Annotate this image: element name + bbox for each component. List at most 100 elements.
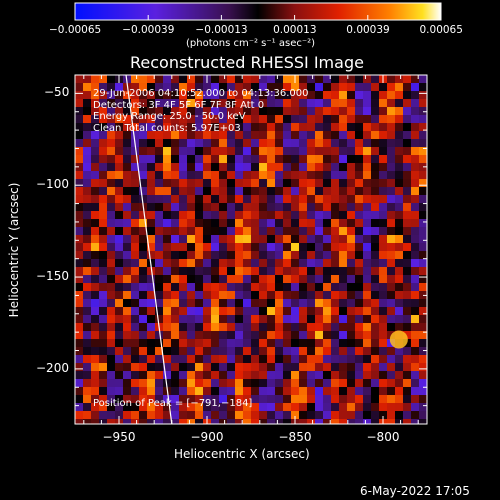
heatmap-cell	[203, 187, 211, 195]
heatmap-cell	[331, 283, 339, 291]
heatmap-cell	[403, 283, 411, 291]
heatmap-cell	[123, 187, 131, 195]
heatmap-cell	[171, 99, 179, 107]
heatmap-cell	[235, 411, 243, 419]
heatmap-cell	[419, 235, 427, 243]
heatmap-cell	[283, 227, 291, 235]
heatmap-cell	[179, 403, 187, 411]
heatmap-cell	[147, 211, 155, 219]
heatmap-cell	[267, 83, 275, 91]
heatmap-cell	[179, 299, 187, 307]
heatmap-cell	[131, 187, 139, 195]
heatmap-cell	[283, 331, 291, 339]
heatmap-cell	[187, 171, 195, 179]
heatmap-cell	[195, 227, 203, 235]
heatmap-cell	[331, 219, 339, 227]
heatmap-cell	[387, 315, 395, 323]
heatmap-cell	[107, 379, 115, 387]
heatmap-cell	[155, 235, 163, 243]
heatmap-cell	[155, 179, 163, 187]
heatmap-cell	[75, 411, 83, 419]
heatmap-cell	[139, 395, 147, 403]
heatmap-cell	[283, 147, 291, 155]
heatmap-cell	[219, 171, 227, 179]
heatmap-cell	[275, 147, 283, 155]
heatmap-cell	[187, 307, 195, 315]
heatmap-cell	[259, 235, 267, 243]
heatmap-cell	[91, 379, 99, 387]
heatmap-cell	[211, 331, 219, 339]
heatmap-cell	[219, 235, 227, 243]
heatmap-cell	[323, 387, 331, 395]
heatmap-cell	[283, 99, 291, 107]
heatmap-cell	[259, 355, 267, 363]
heatmap-cell	[315, 403, 323, 411]
heatmap-cell	[267, 91, 275, 99]
heatmap-cell	[227, 355, 235, 363]
heatmap-cell	[323, 235, 331, 243]
heatmap-cell	[211, 171, 219, 179]
heatmap-cell	[275, 299, 283, 307]
heatmap-cell	[315, 147, 323, 155]
heatmap-cell	[419, 227, 427, 235]
heatmap-cell	[123, 307, 131, 315]
heatmap-cell	[139, 339, 147, 347]
heatmap-cell	[195, 267, 203, 275]
heatmap-cell	[315, 363, 323, 371]
heatmap-cell	[411, 323, 419, 331]
heatmap-cell	[139, 155, 147, 163]
heatmap-cell	[235, 251, 243, 259]
heatmap-cell	[371, 211, 379, 219]
heatmap-cell	[387, 283, 395, 291]
heatmap-cell	[411, 275, 419, 283]
heatmap-cell	[227, 395, 235, 403]
heatmap-cell	[363, 331, 371, 339]
heatmap-cell	[299, 227, 307, 235]
heatmap-cell	[299, 403, 307, 411]
heatmap-cell	[307, 371, 315, 379]
heatmap-cell	[355, 187, 363, 195]
heatmap-cell	[131, 147, 139, 155]
heatmap-cell	[219, 371, 227, 379]
heatmap-cell	[259, 331, 267, 339]
heatmap-cell	[315, 395, 323, 403]
heatmap-cell	[243, 75, 251, 83]
heatmap-cell	[315, 219, 323, 227]
heatmap-cell	[403, 187, 411, 195]
heatmap-cell	[235, 379, 243, 387]
heatmap-cell	[211, 147, 219, 155]
heatmap-cell	[403, 331, 411, 339]
heatmap-cell	[267, 131, 275, 139]
heatmap-cell	[283, 363, 291, 371]
heatmap-cell	[419, 171, 427, 179]
heatmap-cell	[83, 219, 91, 227]
heatmap-cell	[235, 147, 243, 155]
heatmap-cell	[403, 363, 411, 371]
heatmap-cell	[275, 403, 283, 411]
heatmap-cell	[307, 107, 315, 115]
heatmap-cell	[411, 163, 419, 171]
heatmap-cell	[331, 171, 339, 179]
heatmap-cell	[251, 203, 259, 211]
heatmap-cell	[331, 107, 339, 115]
heatmap-cell	[163, 315, 171, 323]
heatmap-cell	[339, 259, 347, 267]
heatmap-cell	[179, 259, 187, 267]
heatmap-cell	[339, 83, 347, 91]
heatmap-cell	[139, 291, 147, 299]
heatmap-cell	[227, 75, 235, 83]
heatmap-cell	[395, 99, 403, 107]
heatmap-cell	[147, 131, 155, 139]
heatmap-cell	[371, 235, 379, 243]
heatmap-cell	[331, 123, 339, 131]
heatmap-cell	[283, 123, 291, 131]
heatmap-cell	[307, 419, 315, 424]
heatmap-cell	[211, 371, 219, 379]
heatmap-cell	[123, 147, 131, 155]
heatmap-cell	[99, 275, 107, 283]
heatmap-cell	[395, 251, 403, 259]
heatmap-cell	[395, 299, 403, 307]
heatmap-cell	[323, 203, 331, 211]
heatmap-cell	[403, 251, 411, 259]
heatmap-cell	[315, 283, 323, 291]
